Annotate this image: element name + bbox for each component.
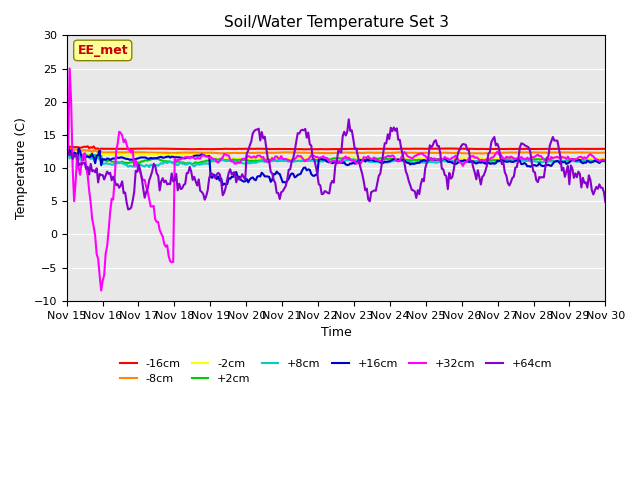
-2cm: [223, 155, 231, 161]
+2cm: [189, 161, 196, 167]
+2cm: [602, 158, 609, 164]
+16cm: [63, 151, 70, 157]
+2cm: [64, 148, 72, 154]
+8cm: [227, 158, 234, 164]
+64cm: [575, 169, 582, 175]
-8cm: [479, 151, 486, 156]
-2cm: [388, 156, 396, 162]
+8cm: [244, 160, 252, 166]
+64cm: [252, 127, 260, 132]
+2cm: [131, 160, 138, 166]
-16cm: [575, 146, 582, 152]
+32cm: [575, 155, 582, 160]
+8cm: [575, 159, 582, 165]
Legend: -16cm, -8cm, -2cm, +2cm, +8cm, +16cm, +32cm, +64cm: -16cm, -8cm, -2cm, +2cm, +8cm, +16cm, +3…: [115, 354, 557, 389]
+2cm: [301, 158, 309, 164]
+64cm: [124, 206, 132, 212]
-16cm: [96, 147, 104, 153]
-2cm: [250, 156, 258, 161]
+64cm: [243, 151, 251, 156]
Line: +32cm: +32cm: [67, 69, 605, 290]
-2cm: [63, 149, 70, 155]
+16cm: [64, 143, 72, 148]
-16cm: [132, 146, 140, 152]
+16cm: [301, 165, 309, 170]
+32cm: [97, 288, 105, 293]
+8cm: [253, 159, 261, 165]
-16cm: [602, 146, 609, 152]
-16cm: [64, 143, 72, 149]
+64cm: [300, 127, 308, 133]
Line: +8cm: +8cm: [67, 149, 605, 167]
+64cm: [602, 199, 609, 205]
Line: +2cm: +2cm: [67, 151, 605, 164]
+32cm: [253, 153, 261, 159]
-8cm: [243, 150, 251, 156]
+32cm: [602, 157, 609, 163]
+16cm: [227, 176, 234, 181]
+2cm: [575, 157, 582, 163]
+16cm: [219, 182, 227, 188]
+16cm: [602, 157, 609, 163]
+32cm: [132, 158, 140, 164]
Title: Soil/Water Temperature Set 3: Soil/Water Temperature Set 3: [223, 15, 449, 30]
Line: +16cm: +16cm: [67, 145, 605, 185]
-2cm: [602, 156, 609, 161]
Line: -2cm: -2cm: [67, 152, 605, 159]
+2cm: [244, 158, 252, 164]
-2cm: [298, 155, 306, 161]
-2cm: [573, 156, 580, 161]
X-axis label: Time: Time: [321, 326, 351, 339]
-8cm: [63, 147, 70, 153]
+2cm: [253, 158, 261, 164]
Line: -16cm: -16cm: [67, 146, 605, 150]
+64cm: [345, 117, 353, 122]
Text: EE_met: EE_met: [77, 44, 128, 57]
-16cm: [301, 146, 309, 152]
+16cm: [244, 180, 252, 185]
-8cm: [225, 150, 232, 156]
-16cm: [244, 146, 252, 152]
+64cm: [63, 153, 70, 158]
+16cm: [131, 156, 138, 162]
+32cm: [227, 156, 234, 162]
-2cm: [241, 156, 249, 162]
-8cm: [131, 149, 138, 155]
-16cm: [63, 144, 70, 149]
+16cm: [253, 174, 261, 180]
+8cm: [64, 146, 72, 152]
+64cm: [131, 189, 138, 195]
+8cm: [301, 157, 309, 163]
+8cm: [602, 158, 609, 164]
+8cm: [145, 164, 153, 170]
-8cm: [575, 150, 582, 156]
+32cm: [244, 153, 252, 159]
+32cm: [301, 158, 309, 164]
-8cm: [67, 145, 75, 151]
-2cm: [129, 152, 136, 158]
+8cm: [63, 152, 70, 158]
+2cm: [63, 152, 70, 157]
+2cm: [227, 158, 234, 164]
-8cm: [300, 150, 308, 156]
Y-axis label: Temperature (C): Temperature (C): [15, 117, 28, 219]
Line: +64cm: +64cm: [67, 120, 605, 209]
-16cm: [227, 146, 234, 152]
+8cm: [131, 164, 138, 169]
-16cm: [253, 146, 261, 152]
Line: -8cm: -8cm: [67, 148, 605, 154]
+16cm: [575, 157, 582, 163]
+64cm: [225, 170, 232, 176]
-8cm: [602, 150, 609, 156]
+32cm: [66, 66, 74, 72]
-8cm: [252, 150, 260, 156]
+32cm: [63, 158, 70, 164]
